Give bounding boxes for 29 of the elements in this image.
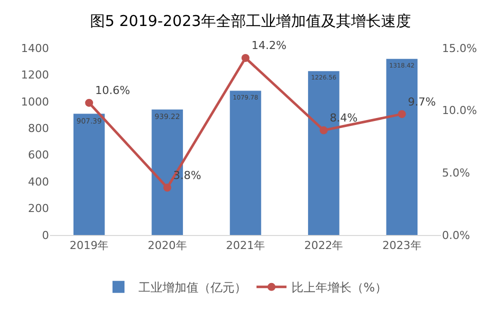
- y-tick-label: 1200: [21, 68, 49, 82]
- point: [398, 110, 406, 118]
- data-label: 10.6%: [95, 84, 130, 98]
- y2-tick-label: 0.0%: [442, 228, 470, 242]
- y-tick-label: 1400: [21, 42, 49, 55]
- x-tick-label: 2022年: [304, 239, 344, 252]
- x-tick-label: 2019年: [70, 239, 109, 252]
- y-tick-label: 400: [28, 175, 49, 188]
- y2-tick-label: 10.0%: [442, 104, 477, 118]
- y-tick-label: 800: [28, 122, 49, 135]
- bar: [230, 90, 262, 235]
- chart-title: 图5 2019-2023年全部工业增加值及其增长速度: [90, 12, 412, 30]
- point: [242, 54, 250, 62]
- x-tick-label: 2023年: [382, 239, 422, 252]
- x-tick-label: 2021年: [226, 239, 265, 252]
- point: [163, 184, 172, 192]
- x-tick-label: 2020年: [148, 239, 187, 252]
- y-tick-label: 0: [42, 228, 49, 242]
- point: [320, 126, 328, 134]
- bar: [73, 114, 105, 235]
- y-tick-label: 1000: [21, 95, 49, 108]
- point: [85, 98, 94, 107]
- legend-label: 比上年增长（%）: [292, 280, 387, 295]
- y2-tick-label: 15.0%: [442, 42, 477, 55]
- y2-tick-label: 5.0%: [442, 166, 470, 180]
- y-tick-label: 200: [28, 202, 49, 216]
- data-label: 14.2%: [252, 39, 286, 52]
- legend-label: 工业增加值（亿元）: [138, 280, 246, 295]
- y-tick-label: 600: [28, 148, 49, 162]
